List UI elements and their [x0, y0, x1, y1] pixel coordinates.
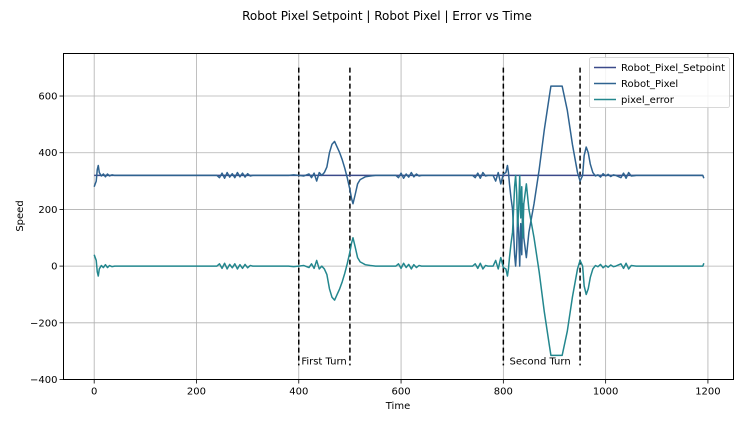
y-tick-label: 0 [51, 262, 57, 273]
x-tick-label: 600 [392, 387, 411, 398]
plot-frame [63, 53, 734, 380]
series-line-pixel-error [93, 174, 705, 357]
y-tick-label: 200 [38, 205, 57, 216]
x-tick-label: 800 [494, 387, 513, 398]
axis-ticks: 0 200 400 600 800 1000 1200 −400 −200 0 200 400 600 [30, 92, 721, 398]
y-tick-label: −400 [30, 375, 57, 386]
legend-label: Robot_Pixel [621, 79, 678, 90]
annotation-label: First Turn [301, 357, 346, 368]
y-tick-label: 600 [38, 92, 57, 103]
chart-title: Robot Pixel Setpoint | Robot Pixel | Err… [242, 9, 532, 23]
x-tick-label: 1000 [593, 387, 618, 398]
legend-label: pixel_error [621, 95, 675, 106]
legend-box [589, 57, 730, 108]
x-axis-label: Time [385, 401, 410, 412]
series-line-robot-pixel [93, 85, 705, 267]
legend-label: Robot_Pixel_Setpoint [621, 63, 725, 74]
x-tick-label: 0 [91, 387, 97, 398]
annotations: First Turn Second Turn [301, 357, 570, 368]
y-tick-label: 400 [38, 148, 57, 159]
y-tick-label: −200 [30, 318, 57, 329]
x-tick-label: 200 [187, 387, 206, 398]
legend: Robot_Pixel_Setpoint Robot_Pixel pixel_err… [589, 57, 730, 108]
series-lines [93, 85, 705, 357]
y-axis-label: Speed [15, 200, 26, 231]
x-tick-label: 1200 [695, 387, 720, 398]
annotation-label: Second Turn [509, 357, 570, 368]
turn-markers [298, 67, 581, 366]
x-tick-label: 400 [289, 387, 308, 398]
